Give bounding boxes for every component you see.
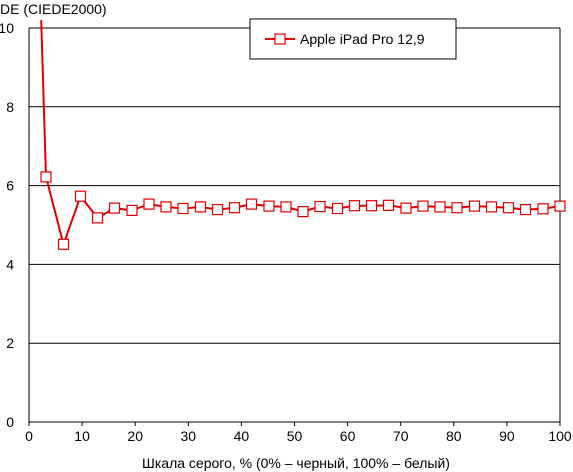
data-point-marker [382,199,395,211]
data-point-marker [74,190,87,202]
x-tick-label-70: 70 [393,428,409,444]
data-point-marker [228,202,241,214]
x-tick-label-0: 0 [25,428,33,444]
data-point-marker [314,200,326,213]
data-point-marker [40,171,52,183]
data-point-marker [502,202,515,214]
data-point-marker [434,201,446,213]
data-point-marker [280,201,292,213]
data-point-marker [263,200,275,212]
data-point-marker [194,201,207,213]
data-point-marker [485,201,498,213]
x-tick-label-90: 90 [499,428,515,444]
data-point-marker [245,198,258,210]
x-axis-ticks: 0 10 20 30 40 50 60 70 80 90 100 [25,422,572,444]
data-point-marker [143,198,155,210]
y-tick-label-4: 4 [6,256,14,272]
data-point-marker [91,212,104,224]
x-tick-label-40: 40 [234,428,250,444]
data-point-marker [160,201,172,213]
x-tick-label-100: 100 [548,428,572,444]
y-tick-label-10: 10 [0,20,14,36]
series-group [40,20,566,250]
data-point-marker [348,200,361,212]
y-axis-ticks: 0 2 4 6 8 10 [0,20,14,430]
x-tick-label-60: 60 [340,428,356,444]
data-point-marker [177,202,189,215]
legend: Apple iPad Pro 12,9 [249,18,457,60]
legend-entry-label: Apple iPad Pro 12,9 [300,31,425,47]
data-point-marker [554,200,566,212]
x-tick-label-80: 80 [446,428,462,444]
data-point-marker [297,206,309,218]
axes [28,28,561,423]
data-point-marker [417,200,429,212]
data-point-marker [365,200,378,212]
x-axis-title: Шкала серого, % (0% – черный, 100% – бел… [142,455,450,471]
y-tick-label-0: 0 [6,414,14,430]
y-tick-label-2: 2 [6,335,14,351]
grid-lines [29,27,560,344]
x-tick-label-20: 20 [127,428,143,444]
data-point-marker [108,202,121,214]
data-point-marker [537,203,549,215]
y-tick-label-6: 6 [6,178,14,194]
data-point-marker [126,204,138,216]
data-point-marker [468,200,481,212]
x-tick-label-50: 50 [287,428,303,444]
y-tick-label-8: 8 [6,99,14,115]
data-point-marker [400,202,412,214]
data-point-marker [331,202,344,215]
y-axis-title: DE (CIEDE2000) [0,1,107,17]
data-point-marker [519,204,532,216]
data-point-marker [211,204,224,216]
data-point-marker [451,202,463,214]
legend-marker-sample [274,33,286,45]
x-tick-label-10: 10 [74,428,90,444]
data-point-marker [57,238,70,250]
x-tick-label-30: 30 [181,428,197,444]
